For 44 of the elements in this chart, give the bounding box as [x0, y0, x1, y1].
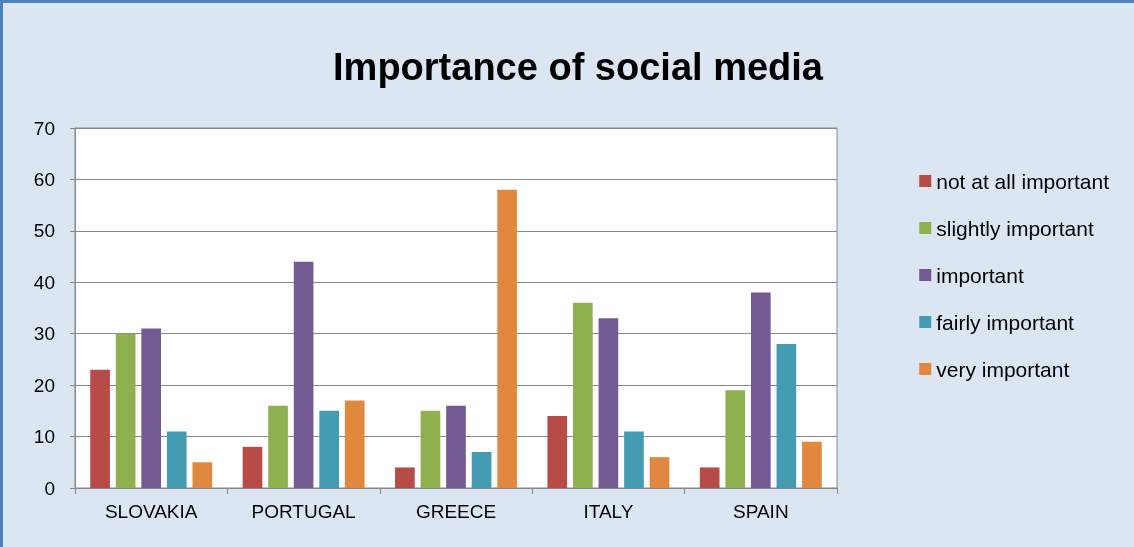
bar — [776, 344, 797, 488]
bar — [446, 405, 466, 488]
bar — [395, 467, 415, 488]
bar — [268, 405, 288, 488]
bar — [547, 416, 568, 488]
x-tick-label: SLOVAKIA — [104, 501, 198, 522]
bar — [802, 441, 822, 488]
bar — [699, 467, 720, 488]
legend-label: fairly important — [936, 310, 1075, 334]
bar — [624, 431, 644, 488]
bar — [166, 431, 187, 488]
legend-label: not at all important — [936, 169, 1110, 193]
x-tick-label: SPAIN — [733, 501, 789, 522]
bar — [90, 369, 110, 488]
y-tick-label: 10 — [33, 426, 55, 448]
y-tick-label: 40 — [33, 271, 55, 293]
y-tick-label: 0 — [44, 477, 55, 499]
y-tick-label: 70 — [33, 117, 55, 139]
legend-label: important — [936, 263, 1024, 287]
bar — [598, 318, 619, 488]
bar — [344, 400, 365, 488]
bar — [115, 333, 136, 488]
chart-title: Importance of social media — [333, 46, 824, 88]
x-tick-label: ITALY — [583, 501, 634, 522]
bar — [192, 462, 213, 488]
y-tick-label: 30 — [33, 323, 55, 345]
bar — [750, 292, 771, 488]
bar — [319, 410, 339, 488]
bar — [420, 410, 441, 488]
bar — [242, 446, 263, 488]
y-tick-label: 60 — [33, 168, 55, 190]
bar — [725, 390, 746, 488]
bar — [471, 452, 492, 488]
x-tick-label: PORTUGAL — [251, 501, 356, 522]
bar — [573, 302, 593, 488]
legend-label: very important — [936, 357, 1070, 381]
legend-label: slightly important — [936, 216, 1094, 240]
bar — [293, 261, 314, 488]
y-tick-label: 50 — [33, 220, 55, 242]
bar — [649, 457, 670, 488]
bar — [497, 189, 517, 488]
bar — [141, 328, 162, 488]
y-tick-label: 20 — [33, 374, 55, 396]
x-tick-label: GREECE — [415, 501, 497, 522]
